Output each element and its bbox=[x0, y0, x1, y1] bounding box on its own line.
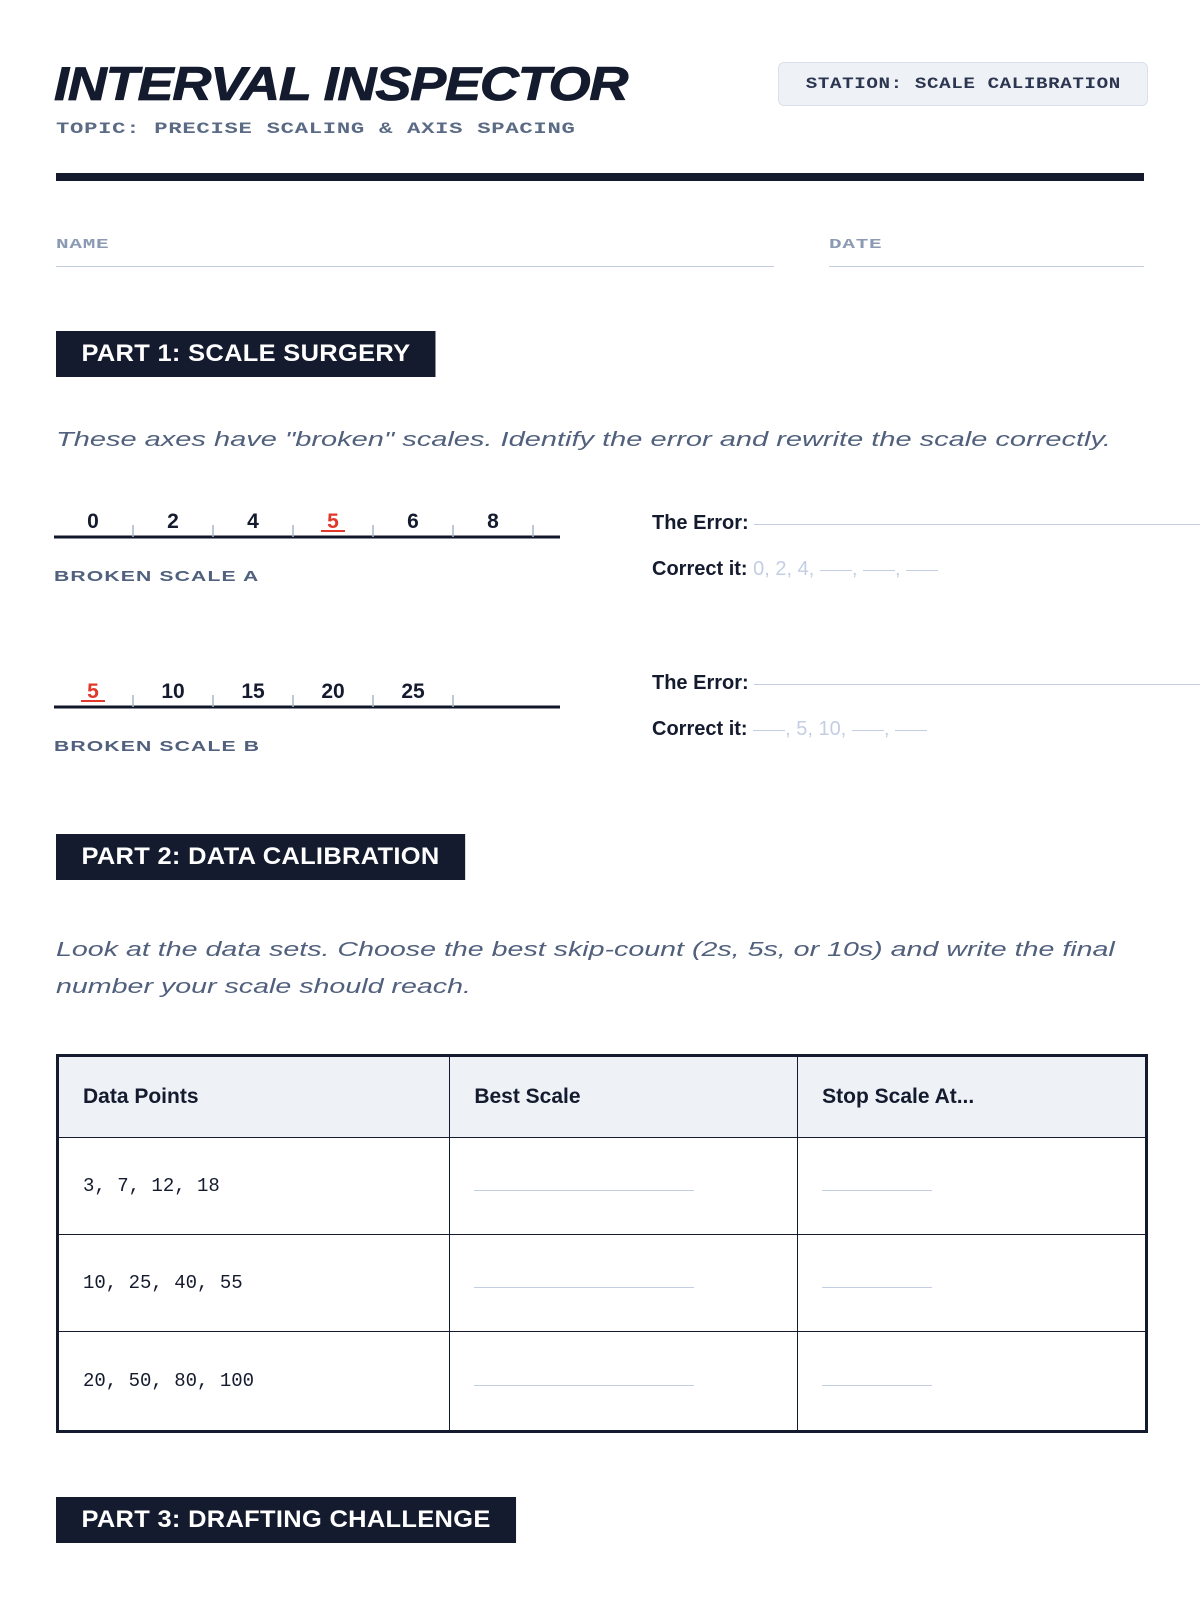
svg-text:4: 4 bbox=[247, 510, 259, 533]
svg-text:20: 20 bbox=[321, 680, 344, 703]
svg-text:2: 2 bbox=[167, 510, 179, 533]
svg-text:15: 15 bbox=[241, 680, 265, 703]
svg-text:10: 10 bbox=[161, 680, 184, 703]
svg-text:6: 6 bbox=[407, 510, 419, 533]
svg-text:5: 5 bbox=[87, 680, 99, 703]
svg-text:8: 8 bbox=[487, 510, 499, 533]
svg-text:25: 25 bbox=[401, 680, 425, 703]
svg-text:5: 5 bbox=[327, 510, 339, 533]
svg-text:0: 0 bbox=[87, 510, 99, 533]
